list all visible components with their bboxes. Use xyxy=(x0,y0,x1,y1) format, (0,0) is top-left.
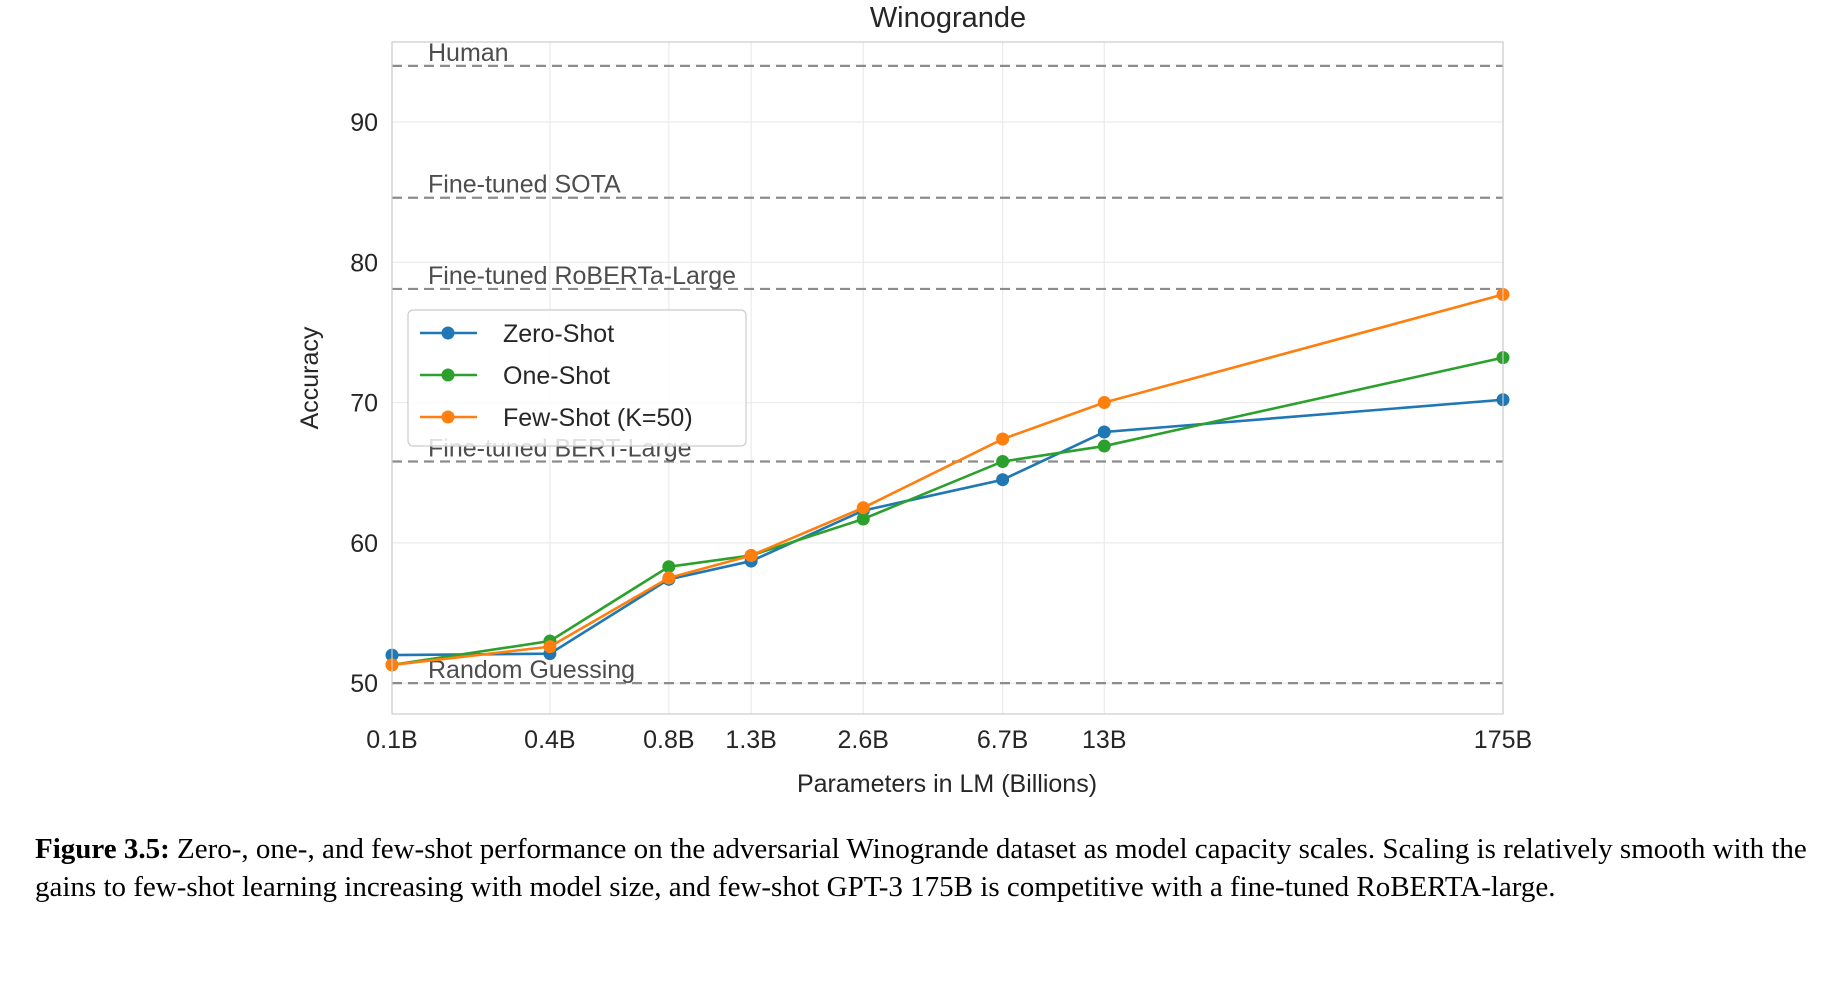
reference-line-label: Fine-tuned SOTA xyxy=(428,171,621,199)
plot-frame xyxy=(391,41,1504,715)
series-line xyxy=(391,293,1504,667)
data-point xyxy=(1097,396,1111,410)
caption-text: Zero-, one-, and few-shot performance on… xyxy=(35,833,1807,903)
y-tick-label: 60 xyxy=(350,530,378,558)
chart-title: Winogrande xyxy=(870,2,1026,34)
data-point xyxy=(662,560,676,574)
reference-line-label: Fine-tuned RoBERTa-Large xyxy=(428,262,736,290)
x-tick-labels: 0.1B 0.4B 0.8B 1.3B 2.6B 6.7B 13B 175B xyxy=(366,726,1532,754)
x-tick-label: 0.1B xyxy=(366,726,417,754)
legend-label: Few-Shot (K=50) xyxy=(503,404,693,432)
x-tick-label: 0.4B xyxy=(524,726,575,754)
reference-line-label: Human xyxy=(428,39,509,67)
y-tick-labels: 50 60 70 80 90 xyxy=(350,109,378,698)
winogrande-chart: Winogrande Human Fine-tuned SOTA Fine-tune… xyxy=(296,2,1532,798)
reference-line-label: Random Guessing xyxy=(428,656,635,684)
legend-box xyxy=(407,309,747,447)
legend-items: Zero-Shot One-Shot Few-Shot (K=50) xyxy=(420,320,693,432)
y-tick-label: 50 xyxy=(350,670,378,698)
x-tick-label: 13B xyxy=(1082,726,1126,754)
x-axis-label: Parameters in LM (Billions) xyxy=(797,770,1097,798)
legend-marker xyxy=(441,326,455,340)
legend-label: Zero-Shot xyxy=(503,320,614,348)
data-point xyxy=(662,571,676,585)
legend-label: One-Shot xyxy=(503,362,610,390)
y-tick-label: 80 xyxy=(350,249,378,277)
caption-label: Figure 3.5: xyxy=(35,833,170,865)
y-axis-label: Accuracy xyxy=(296,326,324,429)
legend: Zero-Shot One-Shot Few-Shot (K=50) xyxy=(407,309,747,447)
figure-caption: Figure 3.5: Zero-, one-, and few-shot pe… xyxy=(35,830,1825,906)
data-point xyxy=(744,548,758,562)
series-line xyxy=(391,398,1504,657)
data-point xyxy=(996,473,1010,487)
y-tick-label: 90 xyxy=(350,109,378,137)
data-point xyxy=(856,512,870,526)
x-tick-label: 2.6B xyxy=(838,726,889,754)
legend-marker xyxy=(441,368,455,382)
x-tick-label: 175B xyxy=(1474,726,1532,754)
data-series xyxy=(385,288,1510,672)
data-point xyxy=(996,454,1010,468)
data-point xyxy=(1097,439,1111,453)
data-point xyxy=(543,640,557,654)
x-tick-label: 0.8B xyxy=(643,726,694,754)
legend-marker xyxy=(441,410,455,424)
data-point xyxy=(996,432,1010,446)
x-tick-label: 6.7B xyxy=(977,726,1028,754)
series-few-shot-k-50 xyxy=(385,288,1510,672)
x-tick-label: 1.3B xyxy=(725,726,776,754)
data-point xyxy=(1097,425,1111,439)
y-tick-label: 70 xyxy=(350,390,378,418)
series-line xyxy=(391,356,1504,667)
data-point xyxy=(856,501,870,515)
